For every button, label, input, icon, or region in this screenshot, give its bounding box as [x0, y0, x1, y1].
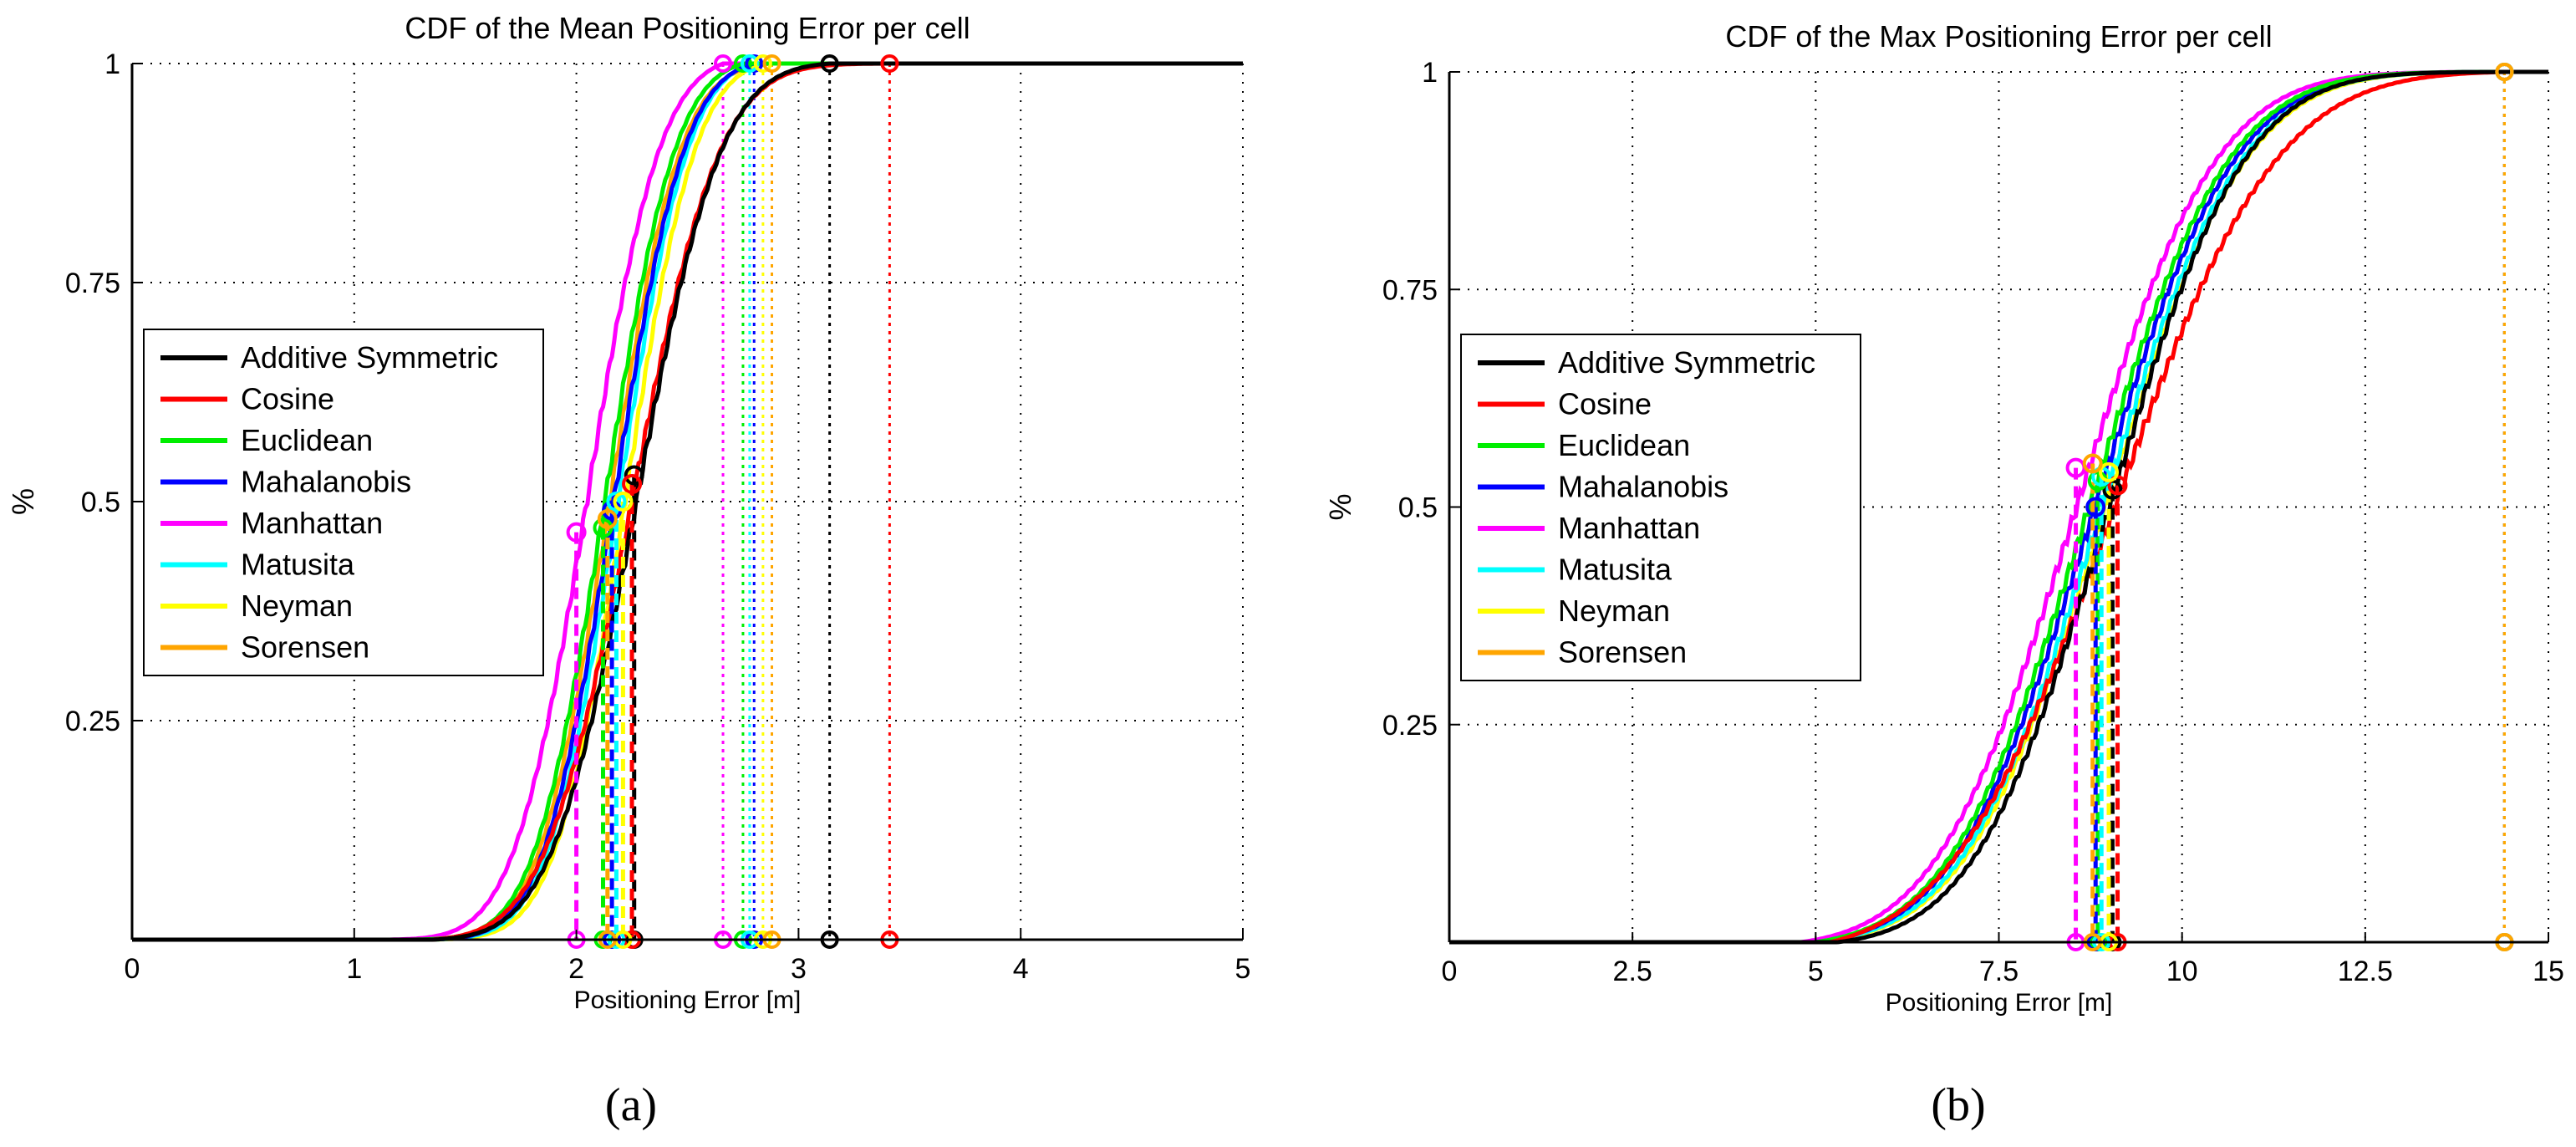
x-axis-label: Positioning Error [m] [574, 986, 802, 1014]
x-tick-label: 7.5 [1979, 956, 2019, 987]
legend: Additive Symmetric Cosine Euclidean Mahalan… [1460, 334, 1861, 681]
legend-label: Cosine [241, 382, 334, 416]
max-marker [2495, 63, 2514, 81]
median-marker [2085, 497, 2106, 517]
legend-label: Cosine [1558, 387, 1652, 421]
panel-caption: (a) [605, 1079, 657, 1131]
x-tick-label: 10 [2166, 956, 2198, 987]
x-tick-label: 4 [1013, 953, 1029, 985]
y-axis-label: % [6, 488, 40, 515]
chart-panel-a: 0 1 2 3 4 5 0.25 0.5 0.75 1 CDF of the Mean Positi… [6, 11, 1250, 1131]
legend-label: Additive Symmetric [241, 340, 498, 375]
median-marker [622, 474, 643, 495]
x-tick-label: 3 [791, 953, 807, 985]
x-tick-label: 0 [125, 953, 140, 985]
x-tick-label: 15 [2533, 956, 2564, 987]
median-marker [597, 508, 618, 529]
legend-label: Euclidean [241, 423, 373, 457]
median-marker [2099, 461, 2119, 482]
max-marker [753, 54, 772, 73]
median-marker [2082, 453, 2103, 474]
x-tick-label: 0 [1442, 956, 1458, 987]
max-marker [820, 54, 839, 73]
legend-label: Neyman [1558, 594, 1670, 628]
median-marker [613, 492, 634, 512]
y-axis-label: % [1323, 493, 1357, 520]
legend-label: Matusita [241, 548, 355, 582]
x-axis-label: Positioning Error [m] [1886, 989, 2113, 1017]
y-tick-label: 0.25 [65, 706, 120, 737]
chart-panel-b: 0 2.5 5 7.5 10 12.5 15 0.25 0.5 0.75 1 CDF of the M… [1323, 19, 2564, 1131]
chart-title: CDF of the Max Positioning Error per cel… [1725, 19, 2272, 54]
legend-label: Sorensen [1558, 635, 1687, 670]
legend-box [143, 329, 544, 676]
y-tick-label: 0.5 [1398, 492, 1438, 524]
max-marker [880, 54, 899, 73]
legend-label: Manhattan [241, 506, 383, 540]
y-tick-label: 1 [1422, 57, 1438, 89]
median-marker [606, 492, 627, 512]
y-tick-label: 0.25 [1382, 710, 1438, 742]
max-marker [733, 54, 752, 73]
y-tick-label: 0.5 [81, 487, 120, 518]
x-tick-label: 5 [1235, 953, 1251, 985]
legend-label: Matusita [1558, 553, 1672, 587]
x-tick-label: 12.5 [2338, 956, 2393, 987]
x-tick-label: 5 [1808, 956, 1824, 987]
legend: Additive Symmetric Cosine Euclidean Mahalan… [143, 329, 544, 676]
legend-label: Mahalanobis [1558, 470, 1728, 504]
legend-label: Euclidean [1558, 428, 1690, 462]
legend-label: Manhattan [1558, 511, 1700, 545]
median-marker [566, 522, 587, 543]
legend-box [1460, 334, 1861, 681]
legend-label: Sorensen [241, 630, 369, 665]
x-tick-label: 2 [568, 953, 584, 985]
legend-label: Neyman [241, 589, 353, 623]
y-tick-label: 0.75 [1382, 274, 1438, 306]
legend-label: Mahalanobis [241, 465, 411, 499]
y-tick-label: 0.75 [65, 268, 120, 299]
legend-label: Additive Symmetric [1558, 345, 1815, 380]
max-marker [762, 54, 781, 73]
x-tick-label: 1 [346, 953, 362, 985]
max-marker [740, 54, 759, 73]
median-marker [624, 465, 644, 486]
panel-caption: (b) [1931, 1079, 1985, 1131]
x-tick-label: 2.5 [1613, 956, 1652, 987]
y-tick-label: 1 [104, 48, 120, 80]
max-marker [714, 54, 733, 73]
chart-title: CDF of the Mean Positioning Error per ce… [405, 11, 970, 45]
